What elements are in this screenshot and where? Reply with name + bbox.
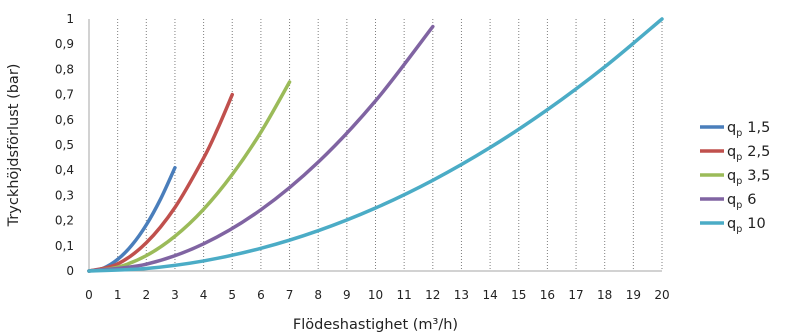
legend-label: qp 3,5 <box>727 168 770 187</box>
x-tick-label: 17 <box>568 288 583 302</box>
x-tick-label: 16 <box>540 288 555 302</box>
legend-label: qp 10 <box>727 216 766 235</box>
x-tick-label: 0 <box>85 288 93 302</box>
x-tick-label: 10 <box>368 288 383 302</box>
axes <box>88 19 662 272</box>
x-tick-label: 19 <box>626 288 641 302</box>
x-tick-label: 13 <box>454 288 469 302</box>
x-tick-label: 4 <box>200 288 208 302</box>
y-tick-label: 0,3 <box>55 188 74 202</box>
legend-label: qp 1,5 <box>727 120 770 139</box>
series-line-qp-3-5 <box>87 80 292 273</box>
x-tick-label: 15 <box>511 288 526 302</box>
legend-label: qp 2,5 <box>727 144 770 163</box>
x-tick-label: 14 <box>482 288 497 302</box>
y-axis-title: Tryckhöjdsförlust (bar) <box>6 64 22 228</box>
legend-label: qp 6 <box>727 192 756 211</box>
y-tick-label: 0,1 <box>55 239 74 253</box>
data-series <box>87 17 664 273</box>
y-tick-label: 0,9 <box>55 37 74 51</box>
y-tick-label: 0,6 <box>55 113 74 127</box>
grid-lines <box>117 19 663 271</box>
y-tick-label: 0,4 <box>55 163 74 177</box>
x-tick-label: 1 <box>114 288 122 302</box>
x-tick-label: 5 <box>228 288 236 302</box>
legend: qp 1,5 qp 2,5 qp 3,5 qp 6 qp 10 <box>700 120 770 235</box>
x-tick-label: 9 <box>343 288 351 302</box>
series-line-qp-2-5 <box>87 92 234 273</box>
series-line-qp-10 <box>87 17 664 273</box>
x-tick-label: 3 <box>171 288 179 302</box>
x-tick-label: 6 <box>257 288 265 302</box>
x-tick-label: 18 <box>597 288 612 302</box>
y-tick-label: 1 <box>66 12 74 26</box>
y-tick-label: 0,8 <box>55 62 74 76</box>
y-tick-label: 0 <box>66 264 74 278</box>
y-tick-label: 0,5 <box>55 138 74 152</box>
x-tick-label: 7 <box>286 288 294 302</box>
x-tick-label: 20 <box>654 288 669 302</box>
y-tick-labels: 0 0,1 0,2 0,3 0,4 0,5 0,6 0,7 0,8 0,9 1 <box>55 12 74 278</box>
y-tick-label: 0,2 <box>55 214 74 228</box>
series-line-qp-6 <box>87 24 435 273</box>
x-axis-title: Flödeshastighet (m³/h) <box>293 317 458 333</box>
y-tick-label: 0,7 <box>55 88 74 102</box>
x-tick-labels: 0 1 2 3 4 5 6 7 8 9 10 11 12 13 14 15 16 17 18 19 20 <box>85 288 669 302</box>
x-tick-label: 11 <box>397 288 412 302</box>
x-tick-label: 12 <box>425 288 440 302</box>
x-tick-label: 2 <box>142 288 150 302</box>
x-tick-label: 8 <box>314 288 322 302</box>
